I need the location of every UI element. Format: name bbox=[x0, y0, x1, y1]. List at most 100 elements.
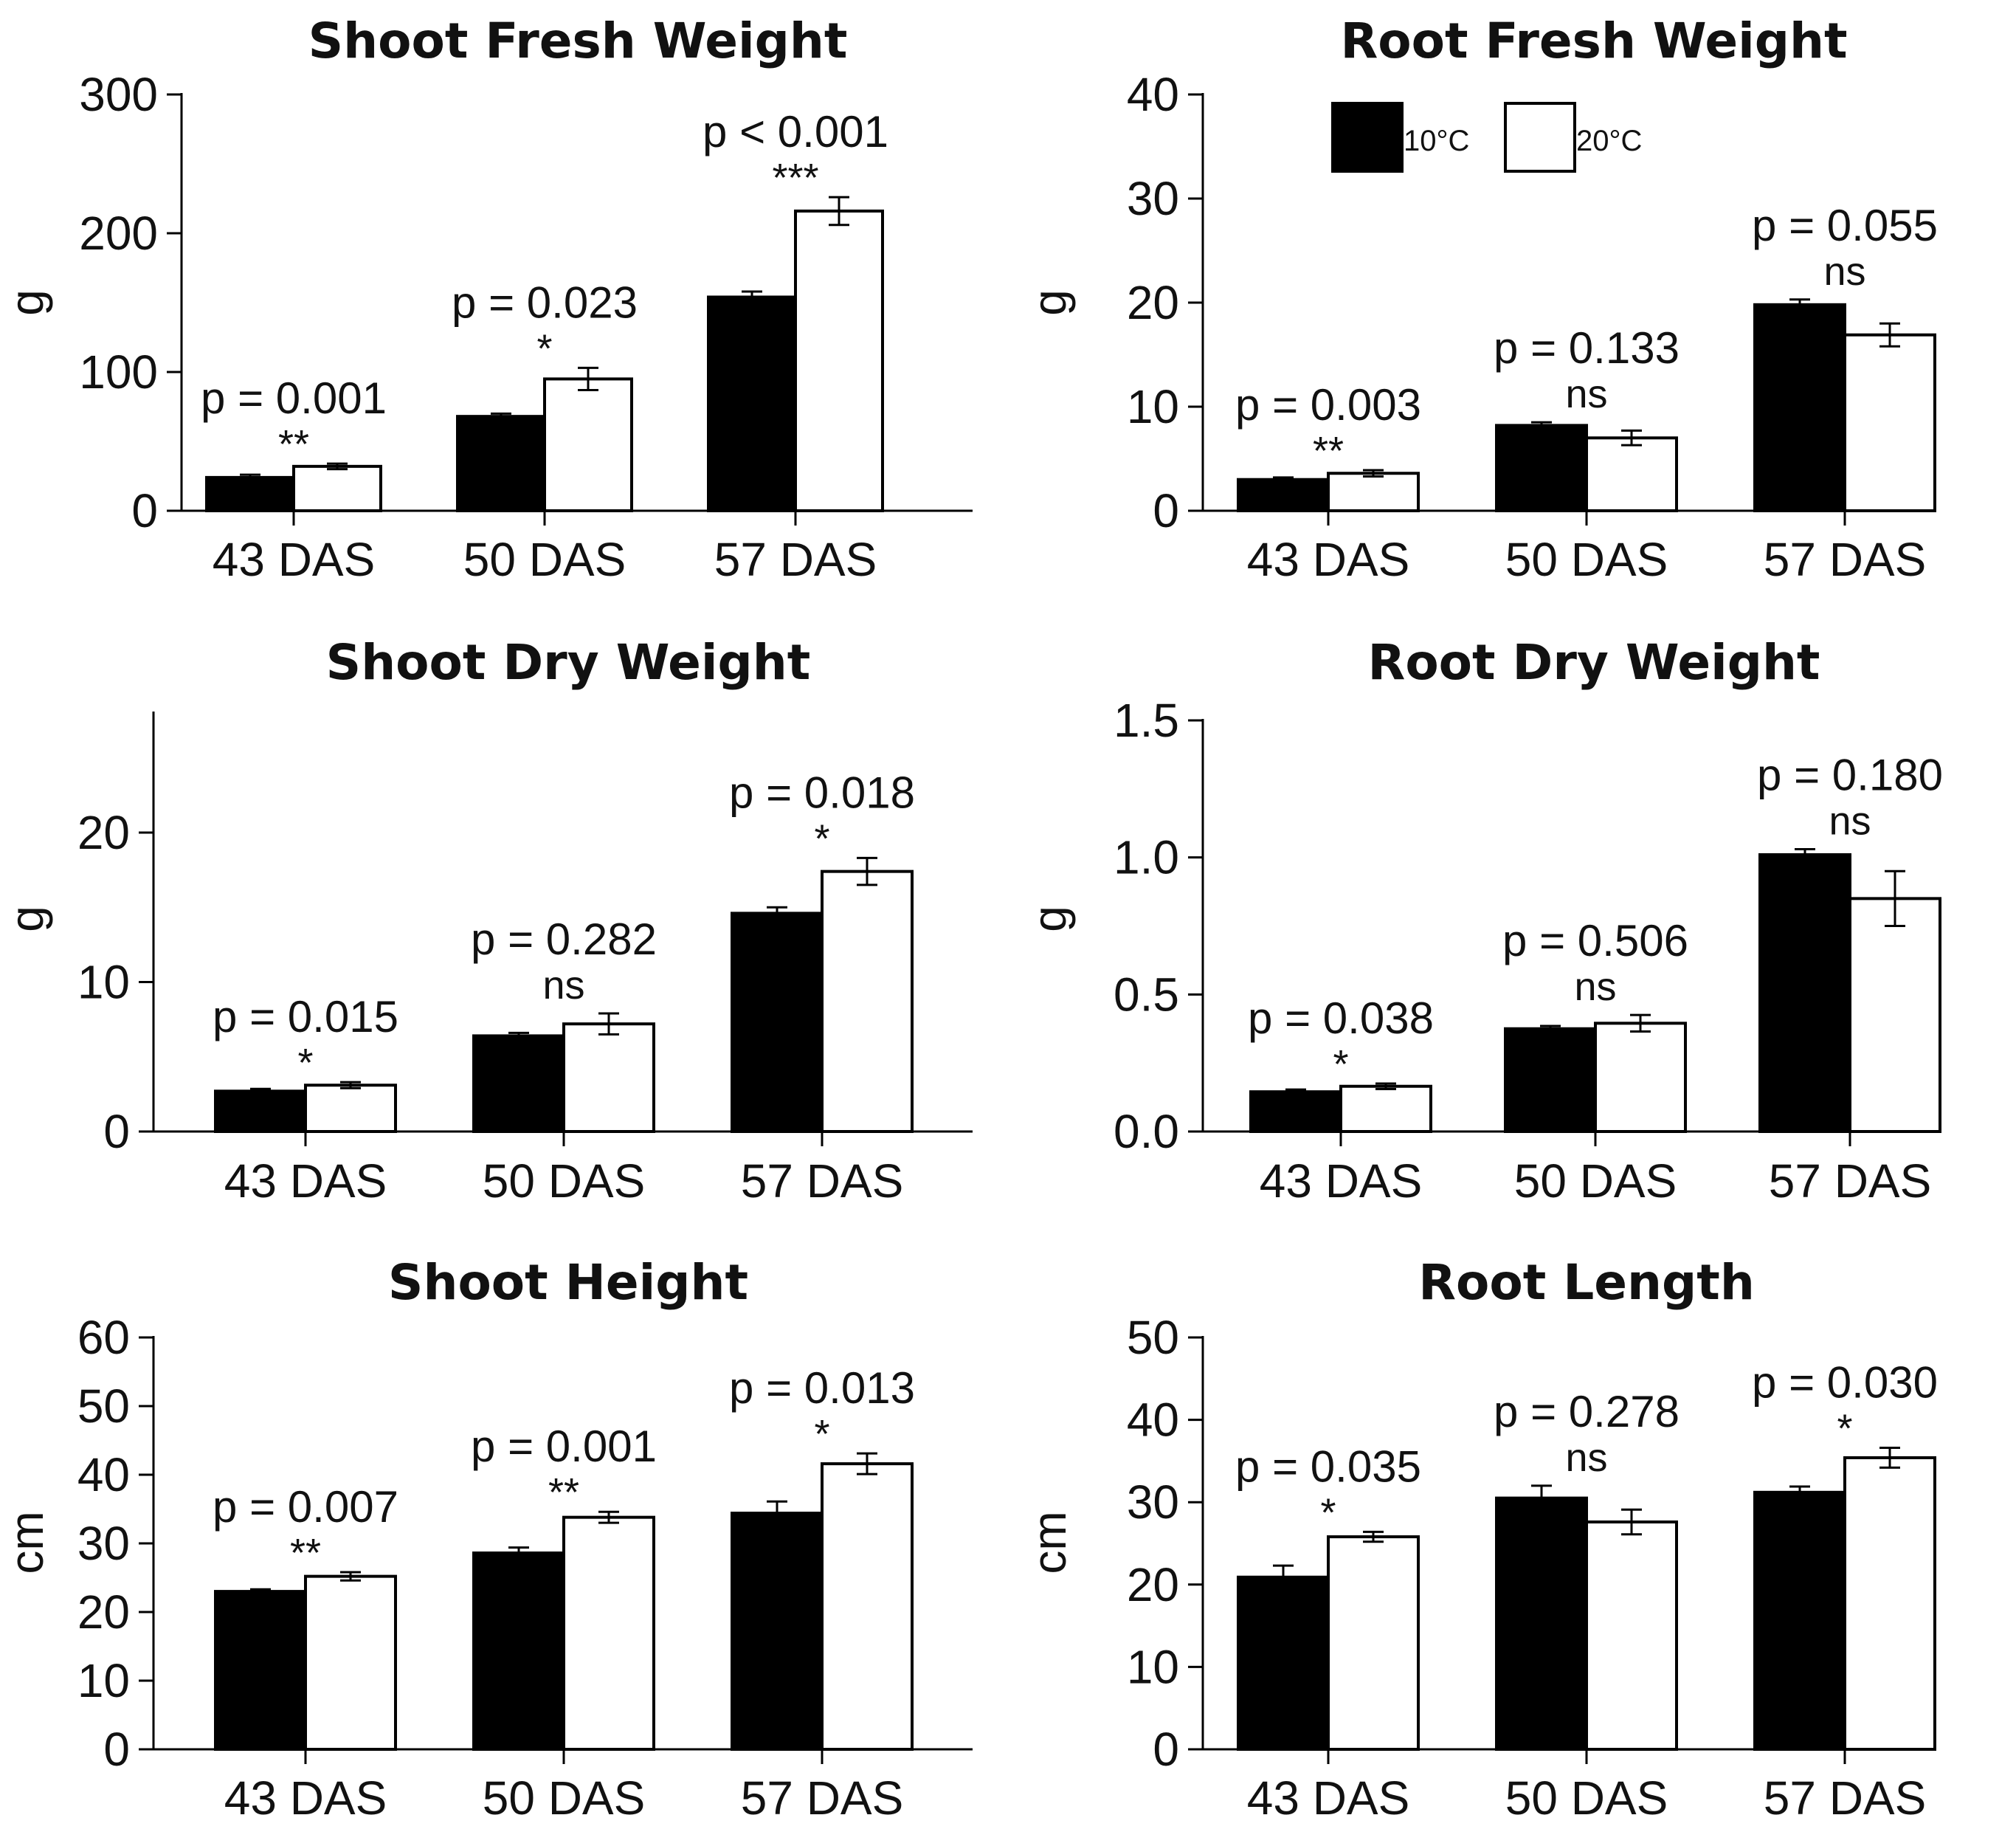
x-tick-label: 57 DAS bbox=[741, 1154, 904, 1208]
x-tick-label: 43 DAS bbox=[1260, 1154, 1423, 1208]
bar-10c bbox=[214, 1590, 307, 1752]
p-value-label: p = 0.055 bbox=[1752, 201, 1938, 250]
legend: 10°C 20°C bbox=[1331, 102, 1642, 173]
y-axis-label: cm bbox=[0, 1511, 53, 1574]
x-tick-label: 50 DAS bbox=[1514, 1154, 1677, 1208]
bar-10c bbox=[214, 1089, 307, 1133]
chart-title: Root Length bbox=[1418, 1254, 1755, 1311]
significance-label: ** bbox=[278, 422, 309, 466]
legend-swatch-10c bbox=[1331, 102, 1404, 173]
bar-20c bbox=[562, 1515, 655, 1751]
y-tick-label: 10 bbox=[77, 956, 130, 1009]
y-tick-label: 0 bbox=[1153, 484, 1179, 537]
p-value-label: p < 0.001 bbox=[703, 107, 888, 156]
significance-label: *** bbox=[772, 156, 818, 200]
x-tick-label: 50 DAS bbox=[1505, 1771, 1668, 1825]
y-tick-label: 0.0 bbox=[1114, 1105, 1179, 1158]
x-tick-label: 43 DAS bbox=[213, 533, 376, 586]
x-tick-label: 57 DAS bbox=[1769, 1154, 1932, 1208]
legend-label: 10°C bbox=[1404, 125, 1469, 157]
significance-label: ns bbox=[1823, 249, 1865, 294]
bar-10c bbox=[731, 912, 824, 1133]
y-tick-label: 30 bbox=[77, 1517, 130, 1570]
y-tick-label: 0 bbox=[103, 1105, 130, 1158]
bar-20c bbox=[543, 377, 633, 513]
y-tick-label: 40 bbox=[1127, 68, 1179, 121]
significance-label: * bbox=[1837, 1407, 1852, 1451]
bar-20c bbox=[794, 209, 884, 512]
p-value-label: p = 0.038 bbox=[1248, 993, 1434, 1043]
bar-20c bbox=[304, 1084, 397, 1133]
significance-label: ns bbox=[542, 963, 584, 1008]
bar-10c bbox=[1753, 303, 1846, 512]
chart-title: Shoot Height bbox=[388, 1254, 748, 1311]
y-tick-label: 60 bbox=[77, 1311, 130, 1364]
bar-10c bbox=[1495, 424, 1588, 513]
bar-20c bbox=[1327, 472, 1420, 512]
y-tick-label: 0 bbox=[131, 484, 158, 537]
y-tick-label: 10 bbox=[77, 1654, 130, 1707]
x-tick-label: 50 DAS bbox=[1505, 533, 1668, 586]
chart-title: Shoot Fresh Weight bbox=[308, 13, 848, 69]
legend-swatch-20c bbox=[1504, 102, 1576, 173]
bar-20c bbox=[1327, 1535, 1420, 1752]
bar-20c bbox=[1848, 897, 1941, 1134]
bar-10c bbox=[205, 475, 295, 513]
p-value-label: p = 0.013 bbox=[729, 1363, 915, 1413]
y-tick-label: 0 bbox=[1153, 1723, 1179, 1776]
bar-10c bbox=[1758, 853, 1851, 1134]
bar-10c bbox=[1249, 1090, 1342, 1133]
significance-label: * bbox=[1333, 1042, 1348, 1086]
y-axis-label: g bbox=[1023, 289, 1076, 316]
bar-20c bbox=[821, 1462, 914, 1751]
bar-10c bbox=[1237, 1575, 1330, 1752]
y-tick-label: 10 bbox=[1127, 1640, 1179, 1693]
x-tick-label: 43 DAS bbox=[1247, 1771, 1410, 1825]
significance-label: * bbox=[1320, 1490, 1336, 1535]
p-value-label: p = 0.007 bbox=[213, 1482, 398, 1532]
bar-20c bbox=[1339, 1084, 1432, 1133]
y-tick-label: 0 bbox=[103, 1723, 130, 1776]
significance-label: ns bbox=[1829, 799, 1871, 844]
y-tick-label: 40 bbox=[1127, 1394, 1179, 1447]
significance-label: ** bbox=[548, 1470, 579, 1515]
bar-20c bbox=[1585, 1520, 1678, 1751]
y-tick-label: 10 bbox=[1127, 380, 1179, 433]
bar-20c bbox=[304, 1574, 397, 1751]
bar-20c bbox=[1594, 1022, 1687, 1134]
bar-20c bbox=[1843, 333, 1936, 512]
y-tick-label: 1.0 bbox=[1114, 831, 1179, 884]
chart-title: Shoot Dry Weight bbox=[326, 634, 811, 691]
bar-20c bbox=[292, 464, 382, 513]
y-tick-label: 20 bbox=[1127, 276, 1179, 329]
significance-label: * bbox=[814, 816, 829, 861]
significance-label: ns bbox=[1565, 1436, 1607, 1480]
bar-10c bbox=[1504, 1027, 1597, 1133]
x-tick-label: 50 DAS bbox=[483, 1154, 646, 1208]
bar-10c bbox=[472, 1034, 565, 1134]
significance-label: ns bbox=[1565, 372, 1607, 416]
y-tick-label: 1.5 bbox=[1114, 694, 1179, 747]
significance-label: * bbox=[536, 326, 552, 371]
x-tick-label: 57 DAS bbox=[1764, 533, 1927, 586]
bar-10c bbox=[731, 1512, 824, 1752]
x-tick-label: 50 DAS bbox=[463, 533, 626, 586]
p-value-label: p = 0.001 bbox=[471, 1422, 657, 1471]
y-tick-label: 20 bbox=[77, 1585, 130, 1639]
p-value-label: p = 0.030 bbox=[1752, 1358, 1938, 1408]
bar-10c bbox=[472, 1551, 565, 1752]
x-tick-label: 43 DAS bbox=[1247, 533, 1410, 586]
x-tick-label: 57 DAS bbox=[714, 533, 877, 586]
p-value-label: p = 0.278 bbox=[1494, 1387, 1680, 1436]
chart-title: Root Fresh Weight bbox=[1340, 13, 1847, 69]
significance-label: * bbox=[297, 1041, 313, 1085]
bar-10c bbox=[456, 415, 546, 512]
p-value-label: p = 0.018 bbox=[729, 768, 915, 817]
significance-label: * bbox=[814, 1412, 829, 1456]
